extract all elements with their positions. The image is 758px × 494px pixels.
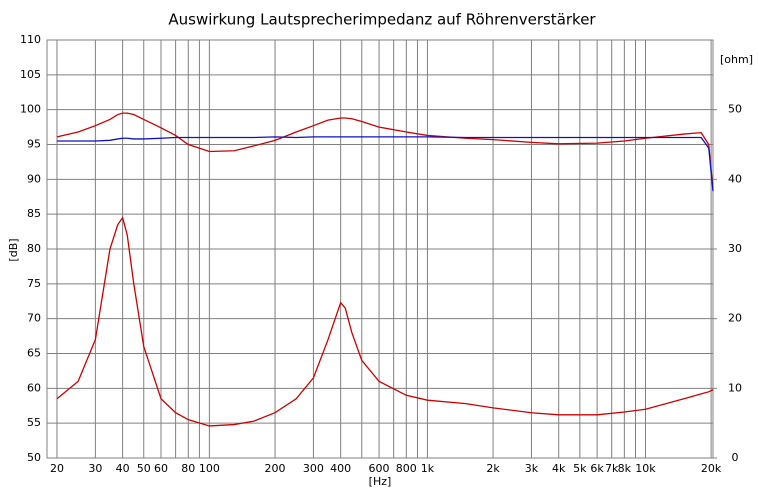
x-tick-label: 100 (199, 462, 220, 475)
x-tick-label: 60 (154, 462, 168, 475)
y-tick-label: 110 (20, 33, 41, 46)
series-line (56, 112, 714, 190)
y2-tick-label: 20 (728, 312, 742, 325)
x-tick-label: 50 (137, 462, 151, 475)
y2-axis-label: [ohm] (720, 53, 753, 66)
y-tick-label: 50 (27, 451, 41, 464)
y-tick-label: 90 (27, 172, 41, 185)
y-tick-label: 85 (27, 207, 41, 220)
y-tick-label: 100 (20, 103, 41, 116)
x-tick-label: 300 (303, 462, 324, 475)
x-tick-label: 4k (552, 462, 566, 475)
x-tick-label: 5k (573, 462, 587, 475)
chart-title: Auswirkung Lautsprecherimpedanz auf Röhr… (168, 11, 596, 29)
y-tick-label: 105 (20, 68, 41, 81)
y-tick-label: 60 (27, 381, 41, 394)
y2-tick-label: 0 (732, 451, 739, 464)
x-tick-label: 600 (369, 462, 390, 475)
x-tick-label: 2k (486, 462, 500, 475)
x-tick-label: 8k (618, 462, 632, 475)
series-line (56, 216, 714, 427)
y2-tick-label: 50 (728, 103, 742, 116)
x-tick-label: 3k (525, 462, 539, 475)
x-tick-label: 30 (88, 462, 102, 475)
x-axis-label: [Hz] (369, 475, 392, 488)
y-axis-label: [dB] (7, 238, 20, 261)
y-tick-label: 55 (27, 416, 41, 429)
x-tick-label: 80 (181, 462, 195, 475)
series-line (56, 136, 714, 192)
x-tick-label: 20 (50, 462, 64, 475)
x-tick-label: 20k (701, 462, 722, 475)
y2-tick-label: 40 (728, 172, 742, 185)
y-tick-label: 95 (27, 138, 41, 151)
y-tick-label: 70 (27, 312, 41, 325)
x-tick-label: 1k (421, 462, 435, 475)
x-tick-label: 7k (605, 462, 619, 475)
x-tick-label: 200 (265, 462, 286, 475)
y-tick-label: 75 (27, 277, 41, 290)
y-tick-label: 80 (27, 242, 41, 255)
x-tick-label: 40 (116, 462, 130, 475)
x-tick-label: 400 (330, 462, 351, 475)
y2-tick-label: 30 (728, 242, 742, 255)
x-tick-label: 800 (396, 462, 417, 475)
x-tick-label: 10k (635, 462, 656, 475)
x-tick-label: 6k (590, 462, 604, 475)
y-tick-label: 65 (27, 347, 41, 360)
y2-tick-label: 10 (728, 381, 742, 394)
